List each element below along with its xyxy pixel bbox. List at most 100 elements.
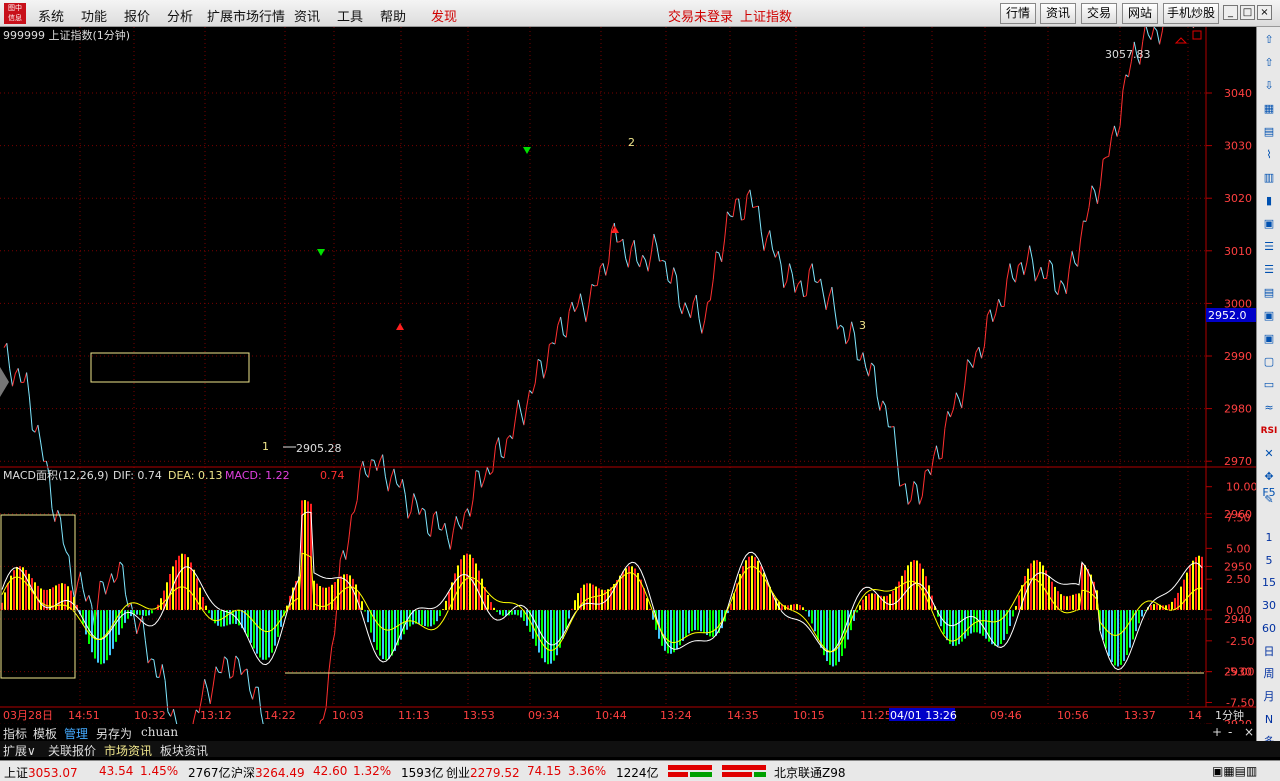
hs-volume: 1593亿 xyxy=(401,764,444,781)
status-tools-icon[interactable]: ▣▦▤▥ xyxy=(1212,764,1257,778)
info-icon[interactable]: ▢ xyxy=(1260,353,1278,371)
period-button[interactable]: 5 xyxy=(1260,552,1278,570)
trade-button[interactable]: 交易 xyxy=(1081,3,1117,24)
menu-news[interactable]: 资讯 xyxy=(294,6,320,25)
tab-manage[interactable]: 管理 xyxy=(64,725,88,742)
menu-system[interactable]: 系统 xyxy=(38,6,64,25)
macd-dea-value: DEA: 0.13 xyxy=(168,469,222,482)
grid-icon[interactable]: ▦ xyxy=(1260,100,1278,118)
sh-pct: 1.45% xyxy=(140,764,178,778)
news-button[interactable]: 资讯 xyxy=(1040,3,1076,24)
tab-chuan[interactable]: chuan xyxy=(141,725,178,739)
up-arrow-icon[interactable]: ⇧ xyxy=(1260,54,1278,72)
chart-title: 999999 上证指数(1分钟) xyxy=(3,28,130,42)
bar-icon[interactable]: ▥ xyxy=(1260,169,1278,187)
menu-help[interactable]: 帮助 xyxy=(380,6,406,25)
macd-extra-value: 0.74 xyxy=(320,469,345,482)
rsi-icon[interactable]: RSI xyxy=(1260,422,1278,440)
k-icon[interactable]: ▮ xyxy=(1260,192,1278,210)
down-arrow-icon[interactable]: ⇩ xyxy=(1260,77,1278,95)
menu-quote[interactable]: 报价 xyxy=(124,6,150,25)
time-label: 11:25 xyxy=(860,709,892,722)
f5-button[interactable]: F5 xyxy=(1260,484,1278,502)
time-label: 10:44 xyxy=(595,709,627,722)
wave-label-2: 2 xyxy=(628,136,635,149)
close-icon[interactable]: × xyxy=(1257,5,1272,20)
time-label: 13:37 xyxy=(1124,709,1156,722)
add-icon[interactable]: + xyxy=(1212,725,1222,739)
time-label: 09:46 xyxy=(990,709,1022,722)
broker-server[interactable]: 北京联通Z98 xyxy=(774,764,846,781)
cy-volume: 1224亿 xyxy=(616,764,659,781)
fiz-icon[interactable]: ▣ xyxy=(1260,307,1278,325)
close-small-icon[interactable]: × xyxy=(1244,725,1254,739)
book-icon[interactable]: ▤ xyxy=(1260,284,1278,302)
tab-related-quote[interactable]: 关联报价 xyxy=(48,742,96,759)
macd-tick-label: 5.00 xyxy=(1226,542,1251,555)
market-breadth-icon xyxy=(668,763,768,779)
x-icon[interactable]: ✕ xyxy=(1260,445,1278,463)
time-label: 10:15 xyxy=(793,709,825,722)
time-label: 14:51 xyxy=(68,709,100,722)
right-toolbar: ⇧⇧⇩▦▤⌇▥▮▣☰☰▤▣▣▢▭≈RSI✕✥✎F515153060日周月N多 xyxy=(1256,27,1280,754)
macd-tick-label: -7.50 xyxy=(1226,696,1254,709)
macd-tick-label: 10.00 xyxy=(1226,481,1256,494)
chat-icon[interactable]: ▭ xyxy=(1260,376,1278,394)
time-label: 09:34 xyxy=(528,709,560,722)
tab-sector-news[interactable]: 板块资讯 xyxy=(160,742,208,759)
f10-icon[interactable]: ▣ xyxy=(1260,215,1278,233)
minimize-icon[interactable]: _ xyxy=(1223,5,1238,20)
chart-area[interactable]: 999999 上证指数(1分钟) 3057.83 2905.28 1 2 3 3… xyxy=(0,27,1256,724)
tab-template[interactable]: 模板 xyxy=(33,725,57,742)
time-label: 14 xyxy=(1188,709,1202,722)
website-button[interactable]: 网站 xyxy=(1122,3,1158,24)
menu-extended-market[interactable]: 扩展市场行情 xyxy=(207,6,285,25)
list-icon[interactable]: ☰ xyxy=(1260,261,1278,279)
macd-indicator-name: MACD面积(12,26,9) xyxy=(3,469,109,482)
period-label[interactable]: 1分钟 xyxy=(1215,708,1244,722)
menu-tools[interactable]: 工具 xyxy=(337,6,363,25)
period-button[interactable]: 周 xyxy=(1260,665,1278,683)
macd-tick-label: 0.00 xyxy=(1226,604,1251,617)
quote-button[interactable]: 行情 xyxy=(1000,3,1036,24)
hs-pct: 1.32% xyxy=(353,764,391,778)
period-button[interactable]: 30 xyxy=(1260,597,1278,615)
sh-change: 43.54 xyxy=(99,764,133,778)
tab-market-news[interactable]: 市场资讯 xyxy=(104,742,152,759)
menu-discover[interactable]: 发现 xyxy=(431,6,457,25)
price-tick-label: 3030 xyxy=(1224,140,1252,153)
period-button[interactable]: 月 xyxy=(1260,688,1278,706)
time-label: 10:32 xyxy=(134,709,166,722)
period-button[interactable]: 1 xyxy=(1260,529,1278,547)
sh-index[interactable]: 上证3053.07 xyxy=(4,764,78,781)
hs-index[interactable]: 沪深3264.49 xyxy=(231,764,305,781)
list-icon[interactable]: ☰ xyxy=(1260,238,1278,256)
mobile-trading-button[interactable]: 手机炒股 xyxy=(1163,3,1219,24)
up-icon[interactable]: ⇧ xyxy=(1260,31,1278,49)
period-button[interactable]: 15 xyxy=(1260,574,1278,592)
trade-login-status[interactable]: 交易未登录 xyxy=(668,6,733,25)
period-button[interactable]: 日 xyxy=(1260,643,1278,661)
table-icon[interactable]: ▤ xyxy=(1260,123,1278,141)
macd-tick-label: -2.50 xyxy=(1226,635,1254,648)
f10-icon[interactable]: ▣ xyxy=(1260,330,1278,348)
tab-save-as[interactable]: 另存为 xyxy=(96,725,132,742)
period-button[interactable]: 60 xyxy=(1260,620,1278,638)
cy-index[interactable]: 创业2279.52 xyxy=(446,764,520,781)
macd-tick-label: 2.50 xyxy=(1226,573,1251,586)
sh-volume: 2767亿 xyxy=(188,764,231,781)
menu-analysis[interactable]: 分析 xyxy=(167,6,193,25)
period-button[interactable]: N xyxy=(1260,711,1278,729)
menu-function[interactable]: 功能 xyxy=(81,6,107,25)
maximize-icon[interactable]: □ xyxy=(1240,5,1255,20)
tab-extend[interactable]: 扩展∨ xyxy=(3,742,36,759)
price-tick-label: 3040 xyxy=(1224,87,1252,100)
time-label: 14:22 xyxy=(264,709,296,722)
wave-label-1: 1 xyxy=(262,440,269,453)
minus-icon[interactable]: - xyxy=(1228,725,1232,739)
wave-icon[interactable]: ≈ xyxy=(1260,399,1278,417)
tab-indicator[interactable]: 指标 xyxy=(3,725,27,742)
macd-tick-label: -5.00 xyxy=(1226,666,1254,679)
macd-dif-value: DIF: 0.74 xyxy=(113,469,162,482)
chart-icon[interactable]: ⌇ xyxy=(1260,146,1278,164)
